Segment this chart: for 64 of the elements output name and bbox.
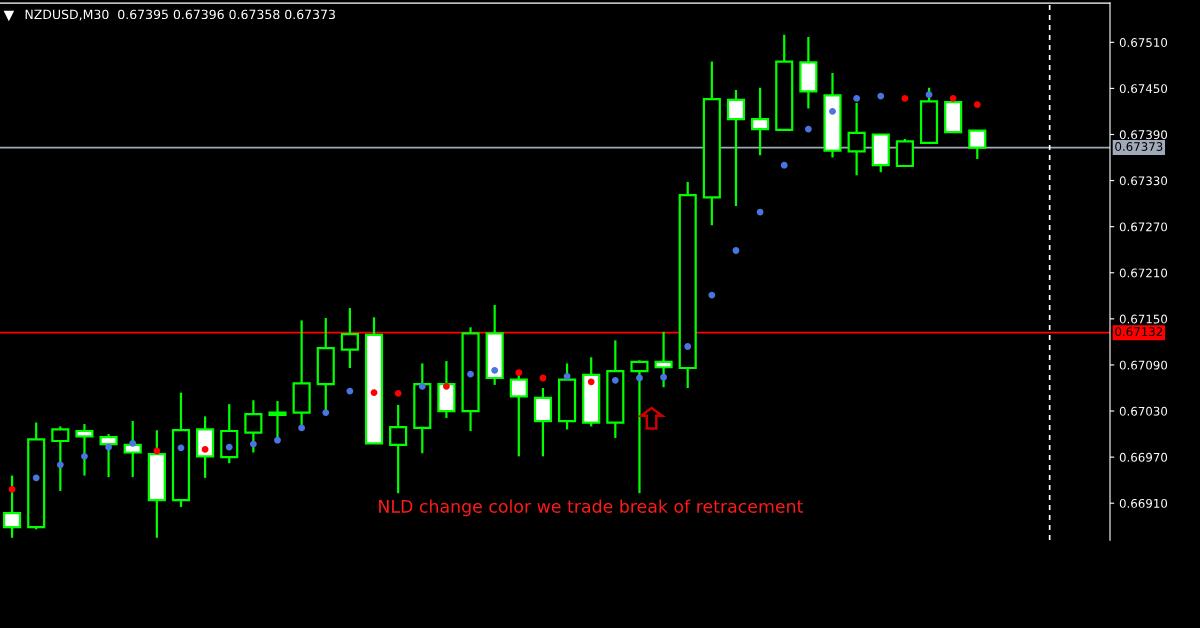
point xyxy=(949,94,957,102)
ref-line-label: 0.67373 xyxy=(1115,142,1163,151)
candlestick xyxy=(75,422,94,477)
point xyxy=(684,343,692,350)
y-tick-label: 0.67450 xyxy=(1119,84,1168,94)
candlestick xyxy=(389,403,408,495)
y-tick-label: 0.67030 xyxy=(1119,406,1168,416)
candlestick xyxy=(968,128,987,161)
point xyxy=(298,424,306,432)
candlestick xyxy=(533,386,553,458)
point xyxy=(201,446,209,453)
candlestick xyxy=(99,432,118,479)
chart-title: NZDUSD,M30 0.67395 0.67396 0.67358 0.67373 xyxy=(25,9,335,21)
candlestick xyxy=(847,101,866,177)
point xyxy=(322,409,330,416)
point xyxy=(732,247,740,254)
point xyxy=(491,366,499,374)
candlestick xyxy=(654,330,673,389)
point xyxy=(129,439,137,447)
point xyxy=(418,383,426,390)
ref-line-label: 0.67132 xyxy=(1115,327,1163,337)
point xyxy=(467,370,474,378)
annotation: NLD change color we trade break of retracement xyxy=(379,499,803,517)
y-tick-label: 0.67510 xyxy=(1119,38,1168,47)
point xyxy=(829,108,836,115)
point xyxy=(515,369,523,377)
point xyxy=(8,485,16,493)
candlestick xyxy=(2,474,22,539)
candlestick xyxy=(726,88,746,208)
candlestick xyxy=(751,86,770,157)
candlestick xyxy=(340,306,359,370)
point xyxy=(925,91,933,98)
point xyxy=(274,436,281,444)
point xyxy=(853,94,861,102)
y-tick-label: 0.67270 xyxy=(1119,222,1168,232)
y-tick-label: 0.66970 xyxy=(1119,452,1168,462)
candlestick xyxy=(123,419,142,479)
y-tick-label: 0.67210 xyxy=(1119,268,1168,278)
candlestick xyxy=(51,425,70,493)
point xyxy=(636,374,643,382)
candlestick xyxy=(630,359,649,495)
point xyxy=(804,125,812,133)
point xyxy=(443,383,450,390)
point xyxy=(780,161,788,169)
point xyxy=(81,452,88,460)
point xyxy=(105,443,112,451)
point xyxy=(56,461,64,469)
point xyxy=(587,378,595,386)
point xyxy=(901,94,909,102)
point xyxy=(249,440,257,448)
point xyxy=(32,474,40,482)
point xyxy=(973,101,981,108)
point xyxy=(660,373,667,381)
y-tick-label: 0.67150 xyxy=(1119,314,1168,324)
point xyxy=(611,376,619,384)
point xyxy=(370,389,378,396)
y-tick-label: 0.67390 xyxy=(1119,130,1168,140)
point xyxy=(877,92,885,100)
y-tick-label: 0.67330 xyxy=(1119,176,1168,186)
y-tick-label: 0.66910 xyxy=(1119,498,1168,508)
y-tick-label: 0.67090 xyxy=(1119,360,1168,370)
point xyxy=(563,373,571,380)
candlestick xyxy=(244,399,263,454)
point xyxy=(394,389,402,397)
